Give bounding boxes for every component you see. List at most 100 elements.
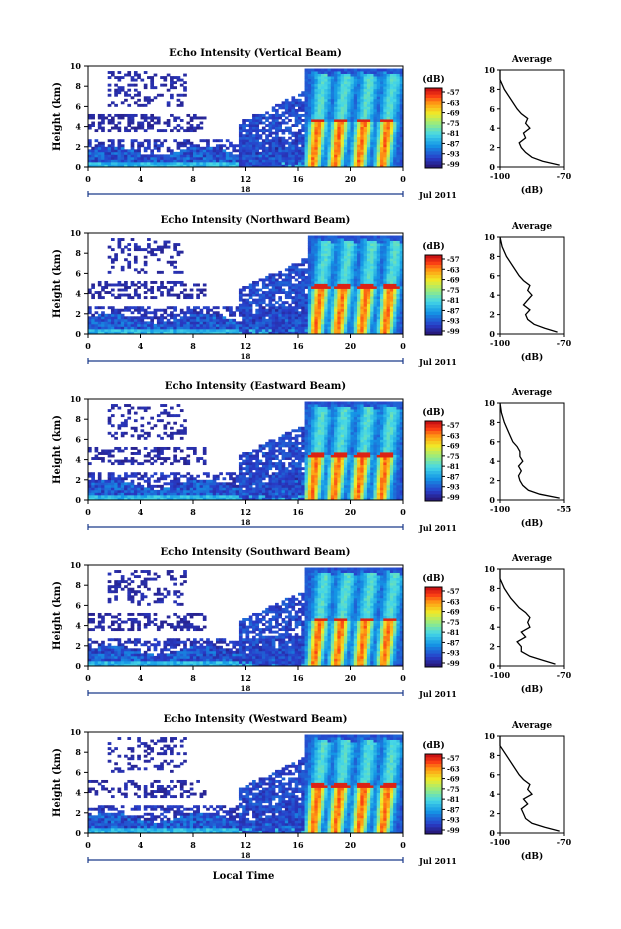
heatmap-cell [340,78,345,82]
heatmap-cell [255,311,260,315]
heatmap-cell [291,101,296,105]
heatmap-cell [357,291,361,294]
heatmap-cell [104,494,109,498]
heatmap-cell [373,131,378,135]
heatmap-cell [124,93,128,97]
heatmap-cell [219,154,223,158]
heatmap-cell [294,136,299,140]
heatmap-cell [357,73,361,77]
heatmap-cell [242,124,246,127]
colorbar-tick-label: -57 [447,88,460,97]
heatmap-cell [242,129,246,133]
heatmap-cell [238,141,243,145]
heatmap-cell [393,270,397,274]
heatmap-cell [110,308,115,312]
heatmap-cell [370,81,374,85]
heatmap-cell [386,293,391,297]
heatmap-cell [229,156,233,160]
heatmap-cell [278,129,282,133]
heatmap-cell [261,286,266,289]
heatmap-cell [242,121,246,125]
heatmap-cell [343,308,348,312]
heatmap-cell [238,298,243,302]
heatmap-cell [357,76,361,80]
heatmap-cell [327,131,332,135]
heatmap-cell [373,286,378,289]
heatmap-cell [232,149,237,153]
heatmap-cell [396,154,401,158]
heatmap-cell [360,73,365,77]
heatmap-cell [324,248,328,252]
heatmap-cell [317,119,322,122]
heatmap-cell [343,111,348,115]
heatmap-cell [176,151,181,155]
heatmap-cell [347,250,351,254]
heatmap-cell [311,240,315,244]
heatmap-cell [160,328,164,332]
heatmap-cell [301,273,305,277]
heatmap-cell [160,487,164,491]
heatmap-cell [366,255,371,259]
heatmap-cell [396,245,401,249]
heatmap-cell [238,288,243,292]
heatmap-cell [314,280,319,284]
heatmap-cell [324,255,328,259]
heatmap-cell [288,288,292,292]
heatmap-cell [324,258,328,262]
heatmap-cell [199,328,204,332]
heatmap-cell [373,101,378,105]
heatmap-cell [275,156,279,160]
heatmap-cell [393,313,397,317]
heatmap-cell [376,298,381,302]
heatmap-cell [337,121,342,125]
heatmap-cell [380,73,384,77]
heatmap-cell [248,159,253,163]
heatmap-cell [238,129,243,133]
heatmap-cell [170,159,174,163]
heatmap-cell [114,149,118,153]
heatmap-cell [294,318,299,322]
heatmap-cell [258,129,263,133]
heatmap-cell [173,472,177,476]
heatmap-cell [320,164,325,168]
heatmap-cell [133,489,138,493]
heatmap-cell [238,164,243,168]
heatmap-cell [337,126,342,130]
heatmap-cell [127,161,132,165]
heatmap-cell [383,113,387,117]
heatmap-cell [317,270,322,274]
heatmap-cell [307,263,312,267]
heatmap-cell [130,144,135,148]
heatmap-cell [350,111,355,115]
heatmap-cell [114,482,118,486]
heatmap-cell [376,149,381,153]
heatmap-cell [189,124,194,127]
heatmap-cell [383,164,387,168]
heatmap-cell [235,306,240,310]
heatmap-cell [193,126,197,130]
heatmap-cell [156,154,161,158]
heatmap-cell [173,492,177,496]
heatmap-cell [255,136,260,140]
heatmap-cell [245,151,250,155]
heatmap-cell [301,159,305,163]
heatmap-cell [107,419,112,423]
heatmap-cell [363,159,368,163]
heatmap-cell [281,161,286,165]
heatmap-cell [275,139,279,143]
heatmap-cell [153,424,158,428]
heatmap-cell [337,265,342,269]
heatmap-cell [107,113,112,117]
heatmap-cell [278,283,282,287]
heatmap-cell [324,303,328,307]
heatmap-cell [366,326,371,330]
heatmap-cell [386,71,391,74]
heatmap-cell [153,449,158,453]
heatmap-cell [189,151,194,155]
heatmap-cell [124,457,128,460]
heatmap-cell [298,321,302,325]
heatmap-cell [206,306,210,310]
heatmap-cell [317,301,322,305]
heatmap-cell [265,308,269,312]
heatmap-cell [107,459,112,463]
